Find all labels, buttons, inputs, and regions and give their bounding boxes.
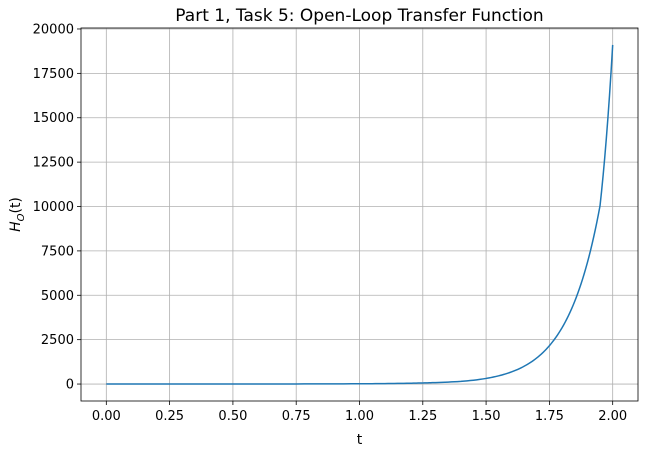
y-tick-label: 12500	[33, 156, 74, 171]
x-tick-label: 1.25	[408, 409, 437, 424]
x-tick-label: 0.75	[282, 409, 311, 424]
x-tick-label: 0.25	[155, 409, 184, 424]
y-tick-label: 10000	[33, 200, 74, 215]
x-tick-label: 0.50	[218, 409, 247, 424]
x-tick-label: 0.00	[92, 409, 121, 424]
series-line	[106, 44, 614, 385]
y-axis-label-subscript: O	[16, 213, 27, 221]
x-tick-label: 2.00	[598, 409, 627, 424]
y-axis-label-main: H	[8, 221, 24, 232]
y-tick-label: 17500	[33, 67, 74, 82]
y-tick-label: 0	[66, 378, 74, 393]
x-tick-label: 1.75	[535, 409, 564, 424]
y-axis-ticks: 0 2500 5000 7500 10000 12500 15000 17500 20000	[33, 22, 81, 393]
y-axis-label-arg: (t)	[8, 197, 24, 213]
y-tick-label: 2500	[41, 333, 74, 348]
grid-lines	[81, 28, 638, 401]
y-axis-label: HO(t)	[8, 197, 27, 232]
x-axis-ticks: 0.00 0.25 0.50 0.75 1.00 1.25 1.50 1.75 2.00	[92, 401, 627, 424]
y-tick-label: 20000	[33, 22, 74, 37]
y-tick-label: 5000	[41, 289, 74, 304]
y-tick-label: 7500	[41, 244, 74, 259]
chart-title: Part 1, Task 5: Open-Loop Transfer Funct…	[175, 6, 543, 26]
x-axis-label: t	[357, 432, 363, 448]
x-tick-label: 1.00	[345, 409, 374, 424]
y-tick-label: 15000	[33, 111, 74, 126]
x-tick-label: 1.50	[472, 409, 501, 424]
